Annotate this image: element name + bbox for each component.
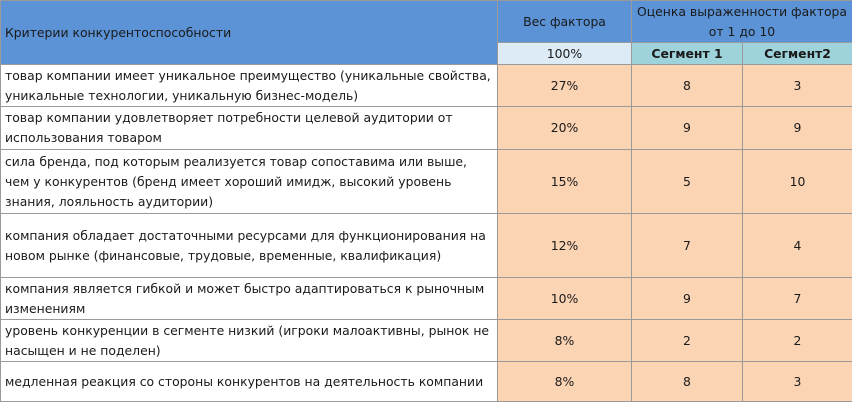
segment2-cell: 7 [742,277,852,320]
weight-cell: 27% [497,64,632,107]
table-row: товар компании имеет уникальное преимуще… [0,64,852,107]
segment1-cell: 7 [631,213,743,278]
weight-total: 100% [497,42,632,65]
segment2-cell: 3 [742,361,852,402]
table-row: сила бренда, под которым реализуется тов… [0,149,852,214]
weight-cell: 8% [497,319,632,362]
criterion-cell: компания обладает достаточными ресурсами… [0,213,498,278]
segment2-header: Сегмент2 [742,42,852,65]
segment2-cell: 10 [742,149,852,214]
weight-header: Вес фактора [497,0,632,43]
criterion-cell: медленная реакция со стороны конкурентов… [0,361,498,402]
weight-cell: 20% [497,106,632,150]
weight-cell: 10% [497,277,632,320]
criterion-cell: компания является гибкой и может быстро … [0,277,498,320]
segment1-cell: 9 [631,277,743,320]
weight-cell: 8% [497,361,632,402]
segment2-cell: 4 [742,213,852,278]
segment1-cell: 8 [631,64,743,107]
segment2-cell: 9 [742,106,852,150]
segment1-cell: 8 [631,361,743,402]
weight-cell: 15% [497,149,632,214]
table-row: уровень конкуренции в сегменте низкий (и… [0,319,852,362]
table-row: медленная реакция со стороны конкурентов… [0,361,852,402]
segment1-cell: 2 [631,319,743,362]
segment2-cell: 2 [742,319,852,362]
criterion-cell: уровень конкуренции в сегменте низкий (и… [0,319,498,362]
criteria-header: Критерии конкурентоспособности [0,0,498,65]
segment1-cell: 9 [631,106,743,150]
score-header: Оценка выраженности фактора от 1 до 10 [631,0,852,43]
criterion-cell: товар компании удовлетворяет потребности… [0,106,498,150]
criterion-cell: товар компании имеет уникальное преимуще… [0,64,498,107]
table-row: товар компании удовлетворяет потребности… [0,106,852,150]
weight-cell: 12% [497,213,632,278]
segment1-cell: 5 [631,149,743,214]
segment2-cell: 3 [742,64,852,107]
segment1-header: Сегмент 1 [631,42,743,65]
table-row: компания обладает достаточными ресурсами… [0,213,852,278]
table-row: компания является гибкой и может быстро … [0,277,852,320]
criterion-cell: сила бренда, под которым реализуется тов… [0,149,498,214]
